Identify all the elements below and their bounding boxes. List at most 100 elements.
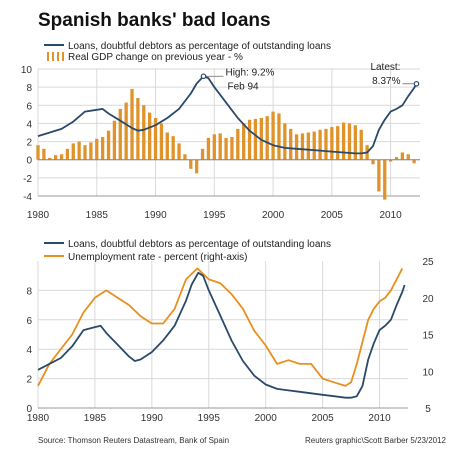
top-y-tick-label: 8 (26, 83, 32, 94)
gdp-bar (48, 157, 52, 160)
bottom-x-tick-label: 1990 (141, 413, 164, 424)
gdp-bar (353, 125, 357, 160)
gdp-bar (130, 88, 134, 160)
bottom-legend: Loans, doubtful debtors as percentage of… (44, 239, 331, 263)
gdp-bar (71, 143, 75, 160)
credit-note: Reuters graphic\Scott Barber 5/23/2012 (305, 436, 447, 445)
gdp-bar (171, 136, 175, 160)
gdp-bar (65, 148, 70, 160)
gdp-bar (341, 122, 346, 160)
top-x-tick-label: 1995 (203, 210, 226, 221)
gdp-bar (189, 159, 193, 169)
gdp-bar (106, 130, 111, 160)
gdp-bar (247, 119, 252, 160)
gdp-bar (212, 134, 216, 160)
top-y-tick-label: -2 (23, 174, 32, 185)
chart-title: Spanish banks' bad loans (38, 10, 271, 31)
gdp-bar (347, 123, 352, 160)
gdp-bar (277, 113, 281, 160)
gdp-bar (218, 133, 222, 160)
gdp-bar (265, 116, 269, 160)
gdp-bar (159, 123, 164, 160)
gdp-bar (89, 142, 93, 160)
gdp-bar (101, 137, 105, 160)
bottom-legend-unemployment-label: Unemployment rate - percent (right-axis) (68, 252, 248, 263)
gdp-bar (330, 127, 334, 160)
top-legend: Loans, doubtful debtors as percentage of… (44, 41, 331, 63)
top-y-tick-label: 0 (26, 156, 32, 167)
gdp-bar (318, 129, 322, 160)
bottom-loans-line (37, 271, 406, 399)
latest-annotation-line2: 8.37% (372, 76, 400, 87)
high-annotation-line1: High: 9.2% (225, 67, 274, 78)
high-annotation-line2: Feb 94 (227, 81, 259, 92)
gdp-bar (148, 112, 152, 160)
gdp-bar (83, 145, 87, 160)
top-x-tick-label: 1985 (86, 210, 109, 221)
bottom-y-tick-label: 8 (26, 286, 32, 297)
bottom-y2-tick-label: 10 (422, 367, 434, 378)
bottom-legend-loans-label: Loans, doubtful debtors as percentage of… (68, 239, 331, 250)
gdp-bar (253, 118, 258, 160)
gdp-bar (183, 154, 187, 160)
gdp-bar (177, 143, 181, 160)
bottom-y-tick-label: 4 (26, 345, 32, 356)
top-chart: -4 -2 0 2 4 6 8 10 1980 1985 1990 1995 2000 2005 2010 H… (21, 62, 420, 221)
gdp-bar (371, 159, 375, 165)
top-x-tick-label: 2010 (379, 210, 402, 221)
gdp-bar (165, 132, 169, 160)
bottom-y-tick-label: 2 (26, 375, 32, 386)
gdp-bar (388, 159, 393, 162)
gdp-bar (412, 159, 416, 164)
gdp-bar (230, 137, 234, 160)
top-x-tick-label: 2005 (321, 210, 344, 221)
gdp-bar (53, 155, 58, 160)
gdp-bar (289, 128, 293, 160)
top-y-tick-label: 6 (26, 101, 32, 112)
bottom-x-tick-label: 2005 (311, 413, 334, 424)
bottom-y2-tick-label: 20 (422, 294, 434, 305)
top-x-tick-label: 1990 (144, 210, 167, 221)
bottom-y-tick-label: 0 (26, 404, 32, 415)
gdp-bar (112, 120, 117, 160)
high-marker (200, 73, 207, 80)
bottom-x-tick-label: 1985 (84, 413, 107, 424)
top-y-tick-label: 4 (26, 119, 32, 130)
gdp-bar (206, 137, 211, 160)
gdp-bar (142, 105, 146, 160)
latest-marker (413, 80, 420, 87)
gdp-bar (306, 132, 310, 160)
gdp-bar (312, 131, 316, 160)
gdp-bar (95, 138, 99, 160)
latest-annotation-line1: Latest: (370, 62, 400, 73)
gdp-bar (153, 117, 158, 160)
gdp-bar (283, 123, 287, 160)
bottom-x-tick-label: 1980 (27, 413, 50, 424)
top-legend-loans-label: Loans, doubtful debtors as percentage of… (68, 41, 331, 52)
source-note: Source: Thomson Reuters Datastream, Bank… (38, 436, 229, 445)
gdp-bar (118, 108, 122, 160)
gdp-bar (77, 141, 81, 160)
bottom-y2-tick-label: 25 (422, 257, 434, 268)
gdp-bar (195, 159, 199, 174)
gdp-bar (236, 128, 240, 160)
gdp-bar (59, 154, 64, 160)
bottom-y2-tick-label: 15 (422, 331, 434, 342)
gdp-bar (377, 159, 381, 192)
top-loans-line (37, 75, 418, 155)
gdp-bar (294, 134, 299, 160)
top-legend-gdp-label: Real GDP change on previous year - % (68, 52, 243, 63)
bottom-y-tick-label: 6 (26, 316, 32, 327)
top-x-tick-label: 1980 (27, 210, 50, 221)
gdp-bar (36, 145, 40, 160)
bottom-chart: 0 2 4 6 8 5 10 15 20 25 1980 1985 1990 1995 2000 2005 20… (26, 257, 434, 424)
top-x-tick-label: 2000 (262, 210, 285, 221)
gdp-bar (42, 148, 46, 160)
gdp-bar (242, 123, 246, 160)
bottom-x-tick-label: 2000 (255, 413, 278, 424)
gdp-bar (224, 137, 228, 160)
gdp-bar (136, 98, 140, 160)
gdp-bar (336, 126, 340, 160)
